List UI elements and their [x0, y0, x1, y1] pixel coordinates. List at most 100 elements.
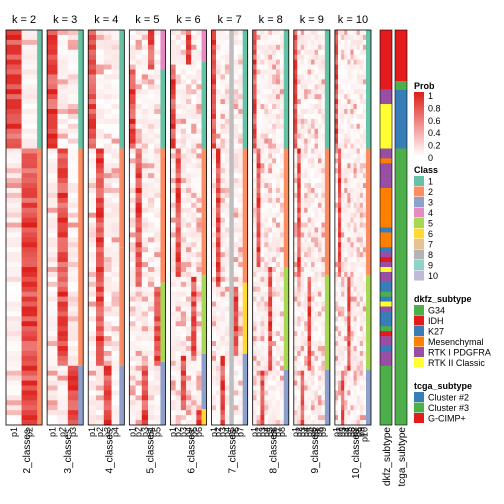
heatmap-cell [141, 380, 149, 386]
heatmap-cell [186, 410, 192, 416]
heatmap-cell [359, 99, 364, 105]
heatmap-cell [191, 207, 197, 213]
heatmap-cell [356, 123, 361, 130]
heatmap-cell [350, 400, 354, 406]
heatmap-cell [300, 341, 305, 347]
heatmap-cell [238, 207, 243, 213]
heatmap-cell [260, 163, 265, 169]
heatmap-cell [347, 247, 351, 253]
heatmap-cell [57, 69, 69, 75]
heatmap-cell [191, 262, 197, 268]
heatmap-cell [279, 217, 285, 223]
heatmap-cell [196, 128, 202, 134]
heatmap-cell [96, 143, 105, 149]
heatmap-cell [148, 74, 155, 80]
heatmap-cell [300, 257, 305, 263]
heatmap-cell [341, 54, 345, 60]
heatmap-cell [57, 410, 69, 416]
heatmap-cell [350, 59, 354, 65]
heatmap-cell [356, 286, 361, 292]
heatmap-cell [307, 104, 312, 110]
heatmap-cell [252, 410, 257, 416]
heatmap-cell [229, 350, 235, 357]
heatmap-cell [141, 267, 149, 273]
heatmap-cell [311, 89, 315, 95]
heatmap-cell [191, 183, 197, 189]
heatmap-cell [220, 227, 226, 233]
heatmap-cell [353, 74, 357, 80]
heatmap-cell [175, 355, 182, 362]
heatmap-cell [220, 49, 226, 55]
heatmap-cell [307, 153, 312, 159]
heatmap-cell [175, 311, 182, 317]
column-label: p7 [235, 427, 245, 437]
heatmap-cell [47, 99, 58, 105]
heatmap-cell [317, 158, 322, 164]
heatmap-cell [154, 44, 161, 51]
heatmap-cell [359, 365, 364, 371]
heatmap-cell [21, 183, 38, 189]
heatmap-cell [276, 64, 281, 70]
heatmap-cell [359, 212, 364, 218]
heatmap-cell [317, 400, 322, 406]
heatmap-cell [154, 39, 161, 46]
heatmap-cell [311, 286, 315, 292]
heatmap-cell [268, 252, 273, 258]
heatmap-cell [135, 54, 143, 60]
heatmap-cell [148, 326, 155, 332]
heatmap-cell [96, 183, 105, 189]
heatmap-cell [233, 64, 239, 70]
heatmap-cell [111, 212, 120, 218]
heatmap-cell [186, 49, 192, 55]
heatmap-cell [88, 242, 97, 248]
heatmap-cell [311, 94, 315, 100]
heatmap-cell [229, 400, 235, 406]
heatmap-cell [347, 420, 351, 426]
heatmap-cell [229, 143, 235, 149]
heatmap-cell [260, 79, 265, 85]
heatmap-cell [276, 44, 281, 51]
heatmap-cell [229, 341, 235, 347]
heatmap-cell [304, 148, 308, 154]
column-label: p1 [9, 427, 19, 437]
heatmap-cell [307, 79, 312, 85]
heatmap-cell [229, 148, 235, 154]
heatmap-cell [334, 202, 339, 209]
heatmap-cell [276, 375, 281, 381]
heatmap-cell [341, 212, 345, 218]
heatmap-cell [362, 178, 367, 184]
heatmap-cell [238, 237, 243, 243]
heatmap-cell [362, 355, 367, 362]
heatmap-cell [317, 44, 322, 51]
heatmap-cell [220, 153, 226, 159]
heatmap-cell [211, 336, 217, 342]
heatmap-cell [260, 133, 265, 139]
heatmap-cell [297, 390, 301, 396]
heatmap-cell [220, 158, 226, 164]
heatmap-cell [233, 237, 239, 243]
heatmap-cell [359, 395, 364, 401]
heatmap-cell [21, 222, 38, 228]
heatmap-cell [260, 104, 265, 110]
heatmap-cell [252, 247, 257, 253]
heatmap-cell [359, 380, 364, 386]
heatmap-cell [196, 212, 202, 218]
heatmap-cell [256, 30, 261, 36]
heatmap-cell [350, 252, 354, 258]
heatmap-cell [359, 34, 364, 41]
heatmap-cell [260, 395, 265, 401]
heatmap-cell [321, 291, 326, 297]
heatmap-cell [186, 296, 192, 302]
heatmap-cell [238, 331, 243, 337]
heatmap-cell [186, 237, 192, 243]
heatmap-cell [276, 262, 281, 268]
heatmap-cell [350, 133, 354, 139]
heatmap-cell [196, 148, 202, 154]
heatmap-cell [338, 217, 342, 223]
heatmap-cell [170, 267, 176, 273]
heatmap-cell [356, 306, 361, 312]
heatmap-cell [300, 173, 305, 179]
heatmap-cell [252, 163, 257, 169]
heatmap-cell [252, 370, 257, 376]
